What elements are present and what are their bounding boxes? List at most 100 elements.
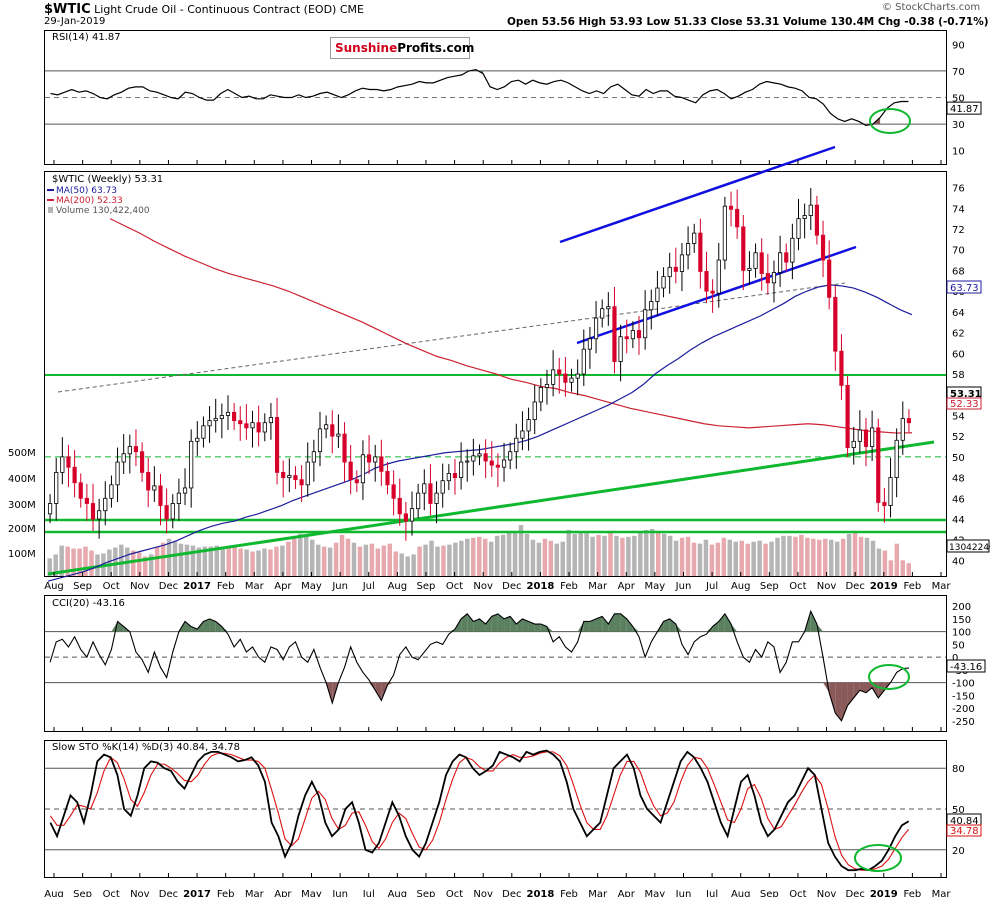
volume-bar — [500, 534, 506, 576]
price-tick-label: 70 — [952, 246, 965, 257]
volume-bar — [411, 554, 416, 576]
candle-body — [182, 487, 188, 494]
candle-body — [551, 369, 556, 385]
x-axis-label: Jun — [331, 889, 348, 897]
x-axis-label: Oct — [446, 889, 463, 897]
cci-positive-fill — [608, 613, 615, 632]
candle-body — [845, 384, 850, 448]
candle-body — [330, 424, 335, 437]
volume-bar — [799, 534, 804, 576]
candle-body — [839, 350, 844, 386]
volume-bar — [578, 532, 583, 576]
volume-bar — [298, 533, 303, 576]
sto-panel — [44, 740, 947, 878]
candle-body — [324, 424, 329, 430]
cci-positive-fill — [596, 616, 603, 632]
volume-bar — [447, 544, 452, 576]
candle-body — [66, 456, 71, 468]
volume-bar — [566, 529, 571, 576]
volume-bar — [691, 542, 697, 576]
volume-bar — [512, 532, 518, 576]
candle-body — [60, 456, 65, 473]
candle-body — [863, 429, 869, 447]
x-axis-label: Feb — [560, 581, 578, 592]
candle-body — [299, 479, 304, 486]
candle-body — [600, 308, 605, 319]
long-term-support-line — [47, 440, 935, 576]
candle-body — [434, 492, 439, 504]
candle-body — [833, 296, 838, 352]
candle-body — [317, 428, 323, 453]
volume-bar — [369, 543, 375, 576]
ma200-last-value: 52.33 — [950, 399, 979, 410]
volume-bar — [697, 543, 703, 576]
volume-bar — [77, 548, 82, 576]
volume-bar — [554, 543, 560, 576]
x-axis-label: Mar — [932, 889, 952, 897]
volume-bar — [345, 538, 351, 576]
price-tick-label: 52 — [952, 432, 965, 443]
candle-body — [459, 461, 464, 478]
candle-body — [649, 301, 654, 311]
volume-bar — [763, 543, 768, 576]
candle-body — [606, 306, 611, 310]
ma200-line — [109, 218, 913, 434]
volume-bar — [488, 541, 494, 576]
cci-tick-label: -150 — [952, 691, 975, 702]
x-axis-label: Jul — [362, 889, 375, 897]
candle-body — [495, 464, 500, 468]
volume-bar — [292, 537, 297, 576]
candle-body — [354, 479, 359, 484]
volume-bar — [673, 540, 679, 576]
rsi-panel — [44, 30, 947, 165]
candle-body — [563, 373, 568, 383]
channel-upper-line — [559, 145, 836, 244]
cci-positive-fill — [117, 621, 124, 632]
candle-body — [452, 473, 458, 478]
volume-bar — [542, 538, 548, 576]
volume-bar — [262, 548, 267, 576]
volume-bar — [739, 540, 744, 576]
volume-bar — [363, 544, 369, 576]
candle-body — [477, 453, 482, 457]
volume-bar — [572, 533, 577, 576]
volume-bar — [769, 541, 774, 576]
volume-bar — [882, 550, 888, 576]
volume-bar — [888, 560, 894, 576]
volume-bar — [596, 534, 601, 576]
candle-body — [759, 252, 764, 274]
cci-positive-fill — [577, 621, 584, 632]
cci-positive-fill — [669, 618, 676, 632]
x-axis-label: 2018 — [526, 581, 554, 592]
candle-body — [827, 259, 832, 298]
volume-bar — [226, 546, 231, 576]
candle-body — [765, 273, 770, 284]
volume-bar — [727, 539, 733, 576]
candle-body — [906, 418, 912, 424]
cci-positive-fill — [602, 616, 609, 632]
cci-negative-fill — [853, 682, 860, 698]
x-axis-label: Nov — [817, 581, 837, 592]
x-axis-label: Mar — [588, 889, 608, 897]
x-axis-label: May — [645, 581, 666, 592]
candle-body — [796, 218, 801, 239]
x-axis-label: Sep — [73, 581, 92, 592]
x-axis-label: Jul — [705, 581, 718, 592]
cci-tick-label: 0 — [952, 653, 958, 664]
volume-bar — [375, 548, 381, 576]
candle-body — [532, 401, 537, 420]
candle-body — [115, 461, 120, 486]
price-tick-label: 72 — [952, 225, 965, 236]
candle-body — [170, 503, 175, 520]
volume-bar — [840, 538, 846, 576]
volume-bar — [357, 546, 363, 576]
x-axis-label: 2018 — [526, 889, 554, 897]
volume-bar — [626, 536, 631, 576]
candle-body — [483, 453, 488, 462]
candle-body — [784, 252, 789, 263]
volume-bar — [315, 544, 321, 576]
volume-bar — [244, 549, 249, 576]
price-tick-label: 54 — [952, 411, 965, 422]
volume-bar — [602, 535, 607, 576]
volume-bar — [679, 537, 685, 576]
